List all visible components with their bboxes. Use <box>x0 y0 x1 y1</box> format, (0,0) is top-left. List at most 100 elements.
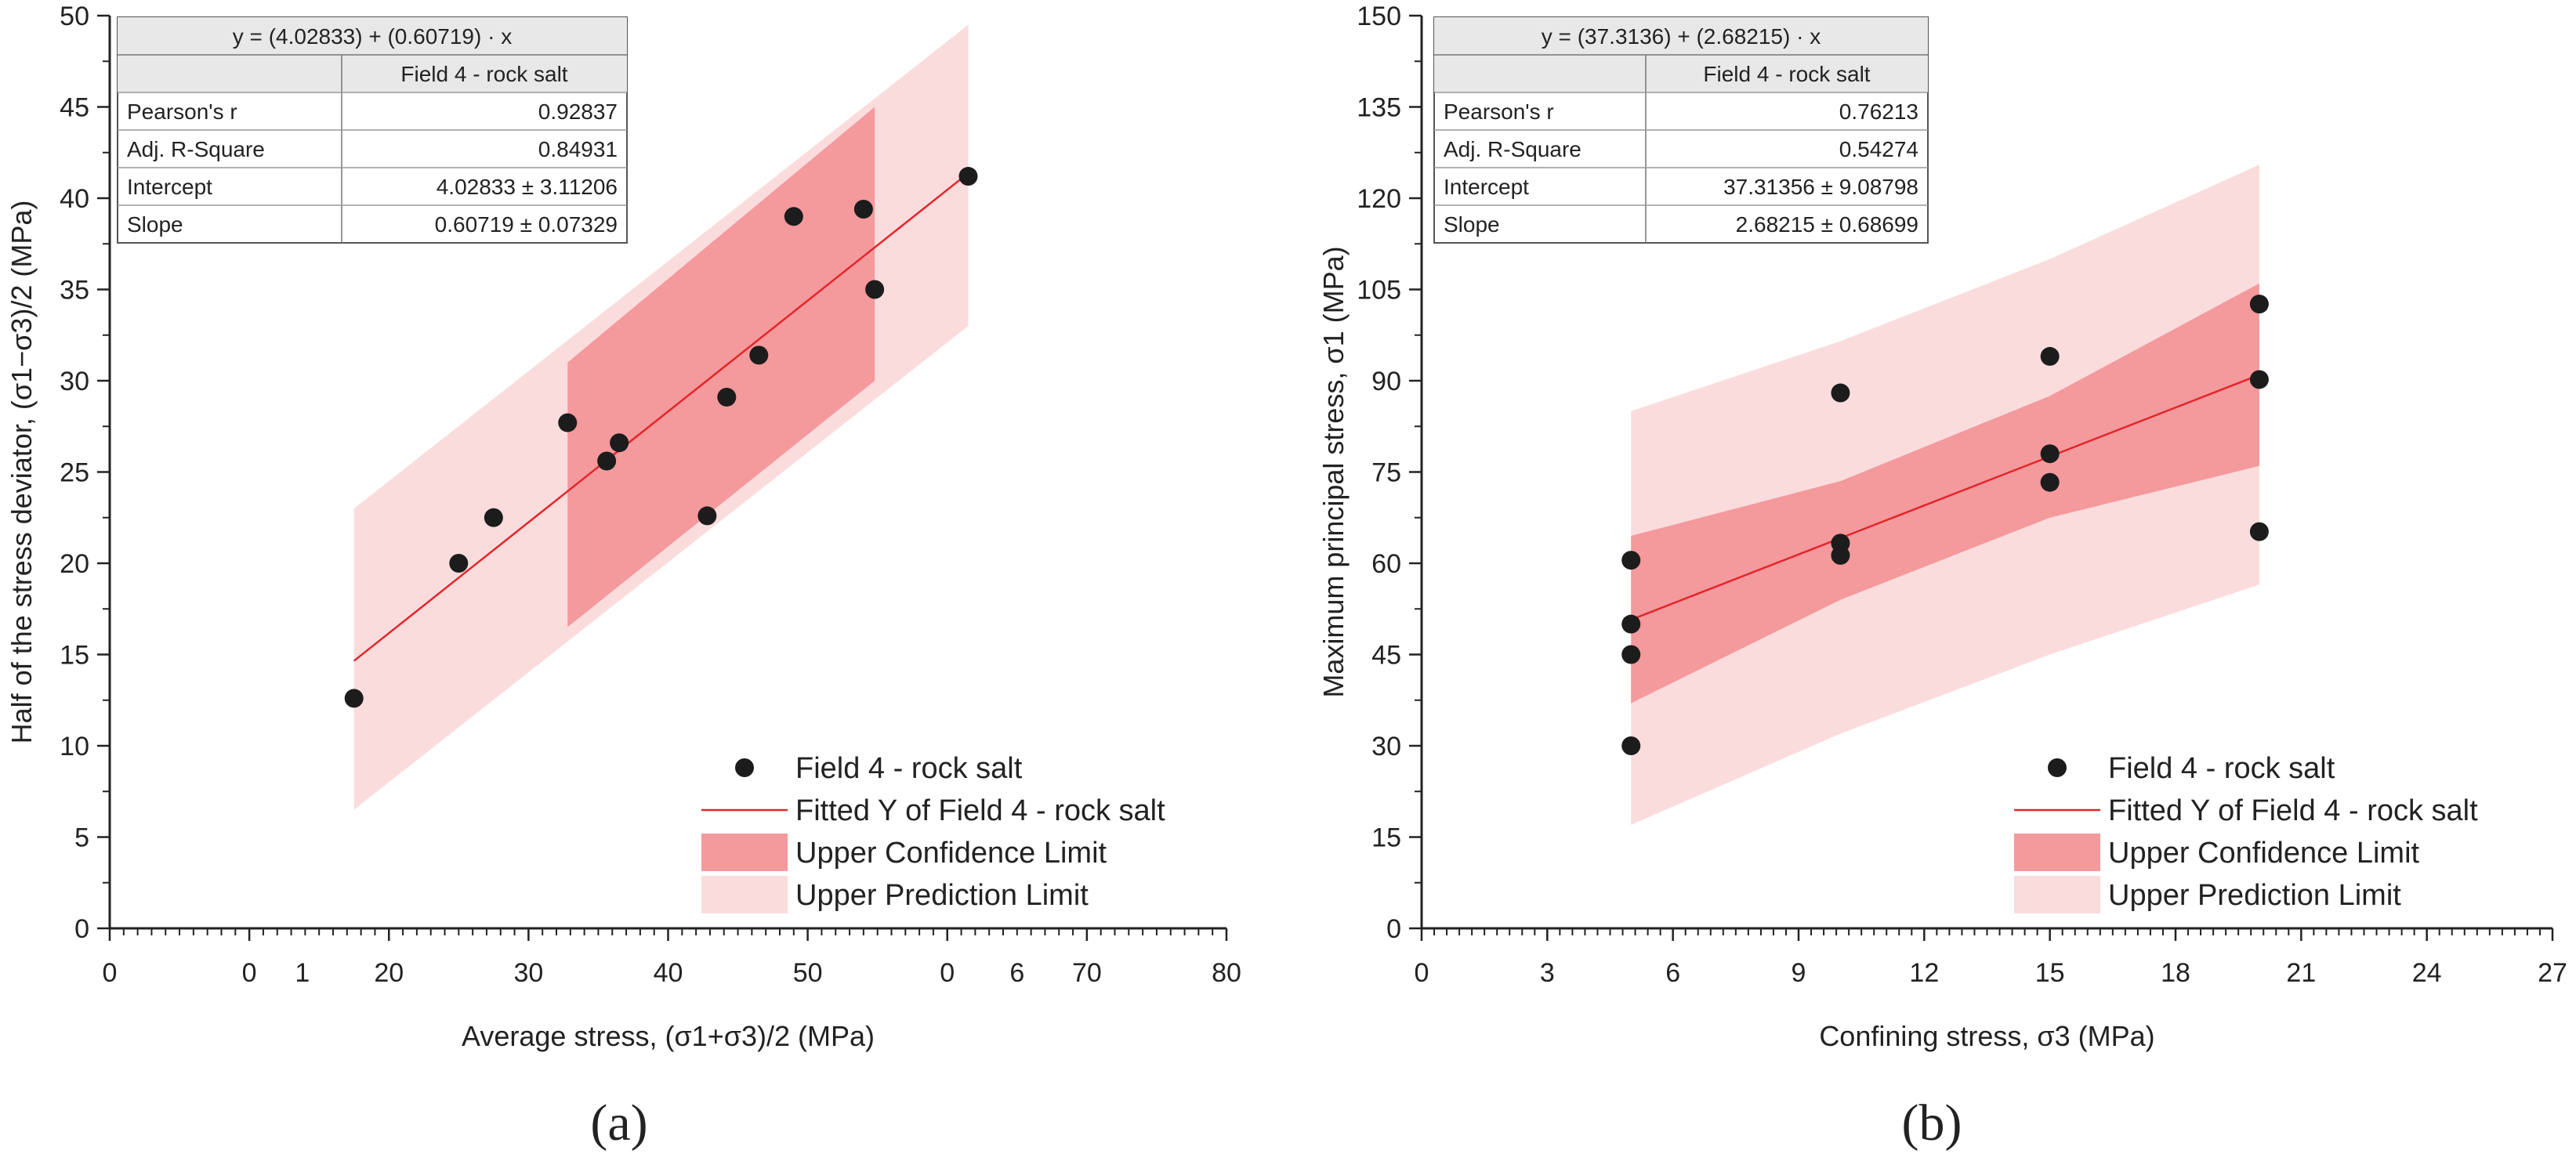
y-tick-label: 40 <box>60 184 89 214</box>
x-tick-label: 70 <box>1072 958 1102 988</box>
y-tick-label: 105 <box>1357 276 1401 306</box>
data-points-b <box>1621 295 2269 755</box>
data-point <box>449 554 469 573</box>
x-tick-label: 27 <box>2538 958 2567 988</box>
x-tick-label: 3 <box>1540 958 1555 988</box>
x-tick-label: 40 <box>654 958 683 988</box>
data-point <box>484 508 503 527</box>
stats-table-row-value: 4.02833 ± 3.11206 <box>437 175 618 199</box>
x-tick-label: 0 <box>1415 958 1429 988</box>
data-point <box>610 433 629 453</box>
x-tick-label: 18 <box>2161 958 2190 988</box>
stats-table-row-value: 0.84931 <box>538 137 618 161</box>
stats-table-row-value: 37.31356 ± 9.08798 <box>1723 175 1918 199</box>
data-point <box>2249 295 2269 314</box>
data-point <box>1831 533 1850 553</box>
x-tick-label: 30 <box>513 958 543 988</box>
legend-label: Fitted Y of Field 4 - rock salt <box>795 794 1165 827</box>
stats-table-row-label: Adj. R-Square <box>1444 137 1581 161</box>
stats-table-row-label: Slope <box>127 212 183 237</box>
stats-table-row-value: 0.60719 ± 0.07329 <box>435 212 618 237</box>
confidence-band-area <box>567 107 875 628</box>
data-point <box>2249 370 2269 389</box>
y-axis-label-a: Half of the stress deviator, (σ1−σ3)/2 (… <box>5 201 38 744</box>
x-axis-label-a: Average stress, (σ1+σ3)/2 (MPa) <box>462 1020 875 1052</box>
y-tick-label: 15 <box>1371 823 1401 853</box>
data-point <box>597 451 617 471</box>
x-tick-label: 12 <box>1909 958 1939 988</box>
stats-table-equation: y = (4.02833) + (0.60719) · x <box>233 24 512 49</box>
x-tick-label: 1 <box>295 958 310 988</box>
legend-symbol-points <box>2048 758 2067 777</box>
data-point <box>958 167 978 186</box>
data-point <box>1621 551 1641 570</box>
data-point <box>2040 346 2060 366</box>
fit-line <box>1630 374 2260 621</box>
y-tick-label: 25 <box>60 458 89 488</box>
legend-label: Upper Confidence Limit <box>795 837 1107 870</box>
legend-symbol-points <box>735 758 754 777</box>
y-tick-label: 150 <box>1357 2 1401 31</box>
data-point <box>865 280 885 299</box>
y-tick-label: 30 <box>60 367 89 396</box>
chart-panel-b: 0 3 6 9 12 15 18 21 24 27 0 15 30 45 60 75 90 105 120 135 15… <box>1317 2 2567 1152</box>
y-tick-label: 50 <box>60 2 89 31</box>
legend-symbol-confidence <box>701 834 788 871</box>
x-tick-label: 80 <box>1212 958 1241 988</box>
x-tick-label: 24 <box>2412 958 2442 988</box>
x-tick-label: 50 <box>793 958 823 988</box>
fit-line-a <box>353 172 969 662</box>
fit-line-b <box>1630 374 2260 621</box>
data-point <box>784 207 803 226</box>
data-point <box>717 387 737 407</box>
x-tick-label: 0 <box>940 958 955 988</box>
y-tick-label: 35 <box>60 276 89 306</box>
stats-table-row-label: Slope <box>1444 212 1500 237</box>
x-tick-label: 0 <box>242 958 257 988</box>
x-tick-label: 0 <box>103 958 118 988</box>
x-tick-label: 21 <box>2286 958 2316 988</box>
stats-table-row-label: Intercept <box>127 175 212 199</box>
y-tick-label: 5 <box>74 823 89 853</box>
data-point <box>853 199 873 219</box>
stats-table-row-value: 0.76213 <box>1839 99 1918 124</box>
x-tick-label: 6 <box>1009 958 1024 988</box>
stats-table-row-value: 2.68215 ± 0.68699 <box>1736 212 1918 237</box>
stats-table-row-label: Pearson's r <box>127 99 237 124</box>
fit-line <box>353 172 969 662</box>
legend-symbol-prediction <box>2014 876 2100 913</box>
legend-label: Upper Prediction Limit <box>2108 879 2401 912</box>
y-tick-label: 135 <box>1357 93 1401 123</box>
panel-label-b: (b) <box>1902 1094 1962 1152</box>
confidence-band-b <box>1631 283 2259 703</box>
y-axis-label-b: Maximum principal stress, σ1 (MPa) <box>1317 246 1350 697</box>
x-tick-label: 9 <box>1792 958 1806 988</box>
data-point <box>749 345 769 365</box>
legend-label: Upper Confidence Limit <box>2108 837 2420 870</box>
axes-b: 0 3 6 9 12 15 18 21 24 27 0 15 30 45 60 75 90 105 120 135 15… <box>1357 2 2567 988</box>
y-tick-label: 15 <box>60 641 89 671</box>
stats-table-b: y = (37.3136) + (2.68215) · x Field 4 - r… <box>1433 16 1929 244</box>
legend-symbol-prediction <box>701 876 788 913</box>
stats-table-row-label: Adj. R-Square <box>127 137 265 161</box>
data-point <box>2249 522 2269 541</box>
x-tick-label: 15 <box>2035 958 2065 988</box>
stats-table-row-value: 0.54274 <box>1839 137 1918 161</box>
y-tick-label: 20 <box>60 549 89 579</box>
y-tick-label: 45 <box>60 93 89 123</box>
x-tick-label: 20 <box>374 958 404 988</box>
stats-table-column-header: Field 4 - rock salt <box>1703 62 1870 86</box>
stats-table-equation: y = (37.3136) + (2.68215) · x <box>1542 24 1821 49</box>
legend-symbol-confidence <box>2014 834 2100 871</box>
stats-table-a: y = (4.02833) + (0.60719) · x Field 4 - r… <box>117 16 628 244</box>
y-tick-label: 90 <box>1371 367 1401 396</box>
stats-table-row-label: Pearson's r <box>1444 99 1554 124</box>
confidence-band-a <box>567 107 875 628</box>
data-point <box>344 689 364 708</box>
y-tick-label: 0 <box>1386 914 1401 944</box>
y-tick-label: 45 <box>1371 641 1401 671</box>
data-point <box>1831 383 1850 403</box>
data-point <box>558 413 578 432</box>
